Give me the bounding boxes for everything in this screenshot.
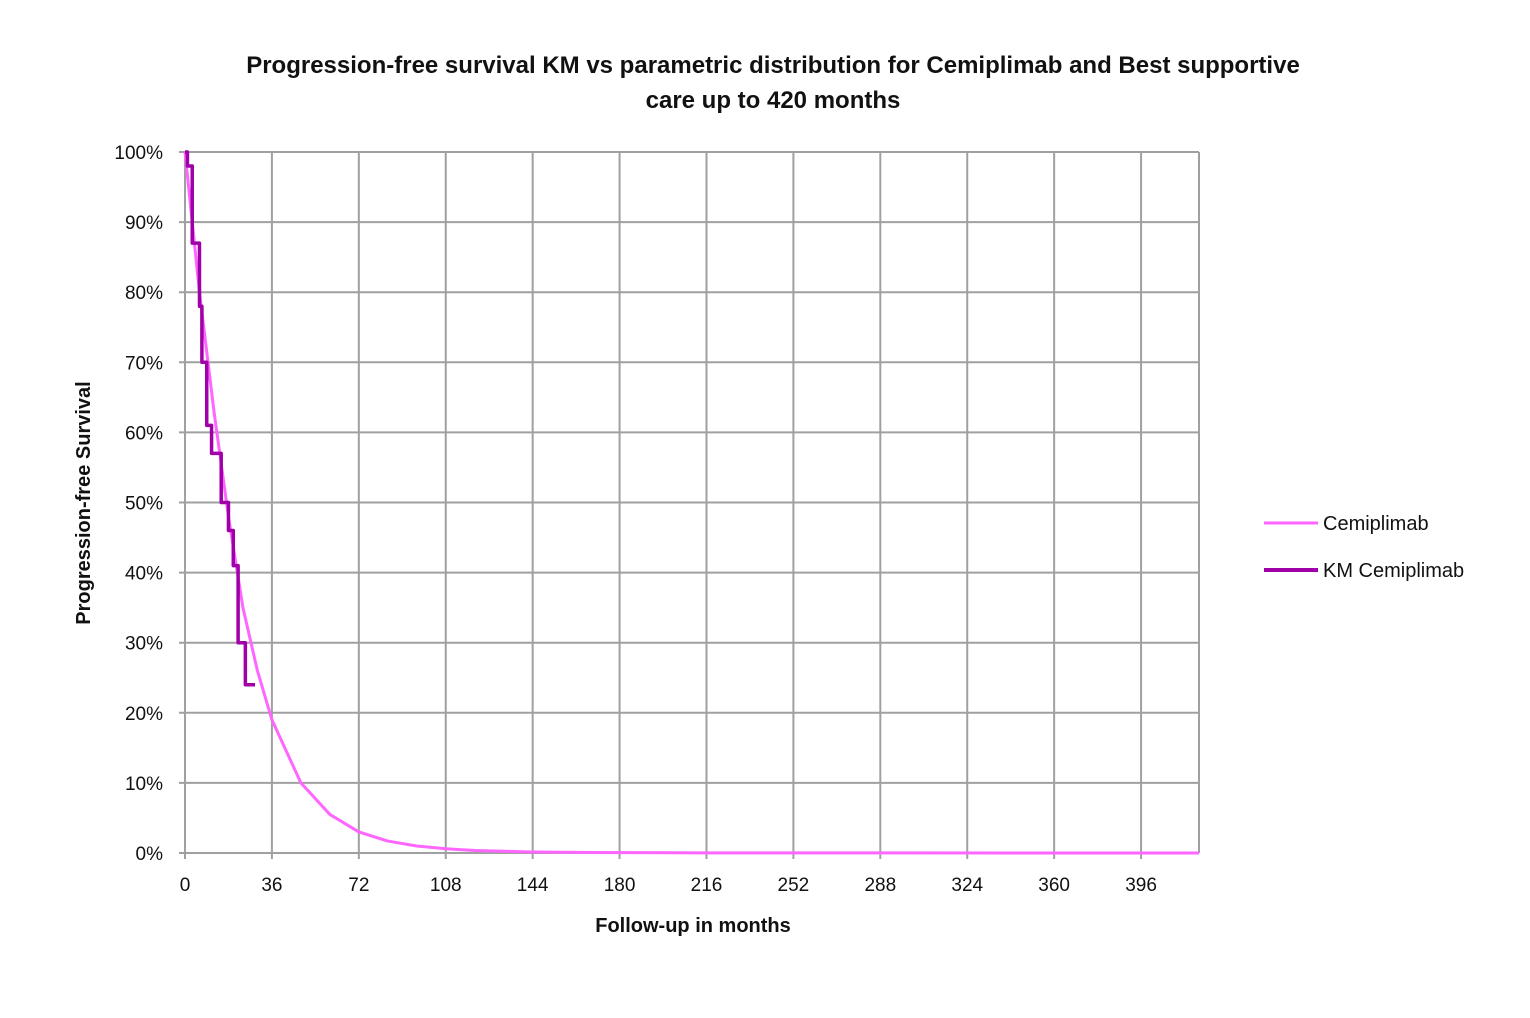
x-tick-label: 360 [1038,875,1070,896]
series-line-km-cemiplimab [185,150,256,687]
x-tick-label: 72 [348,875,369,896]
x-tick-label: 216 [691,875,723,896]
y-tick-label: 20% [125,704,163,725]
y-tick-label: 10% [125,774,163,795]
x-tick-label: 144 [517,875,549,896]
x-tick-label: 396 [1125,875,1157,896]
y-tick-label: 80% [125,283,163,304]
legend-label: Cemiplimab [1323,513,1429,535]
y-tick-label: 40% [125,564,163,585]
y-tick-label: 30% [125,634,163,655]
legend-label: KM Cemiplimab [1323,560,1464,582]
x-tick-label: 288 [864,875,896,896]
x-tick-label: 108 [430,875,462,896]
y-axis-label: Progression-free Survival [73,381,95,624]
y-tick-label: 90% [125,213,163,234]
x-tick-label: 180 [604,875,636,896]
chart-title-line-1: Progression-free survival KM vs parametr… [246,52,1300,79]
x-tick-label: 252 [778,875,810,896]
y-tick-label: 50% [125,494,163,515]
x-tick-label: 36 [261,875,282,896]
y-tick-label: 100% [114,143,163,164]
x-axis-label: Follow-up in months [595,915,791,937]
x-tick-label: 324 [951,875,983,896]
x-tick-label: 0 [180,875,191,896]
y-tick-label: 60% [125,423,163,444]
series-line-cemiplimab [183,151,1200,855]
chart-title-line-2: care up to 420 months [646,87,901,114]
legend: Cemiplimab KM Cemiplimab [1264,513,1464,582]
y-tick-label: 70% [125,353,163,374]
y-tick-label: 0% [136,844,164,865]
